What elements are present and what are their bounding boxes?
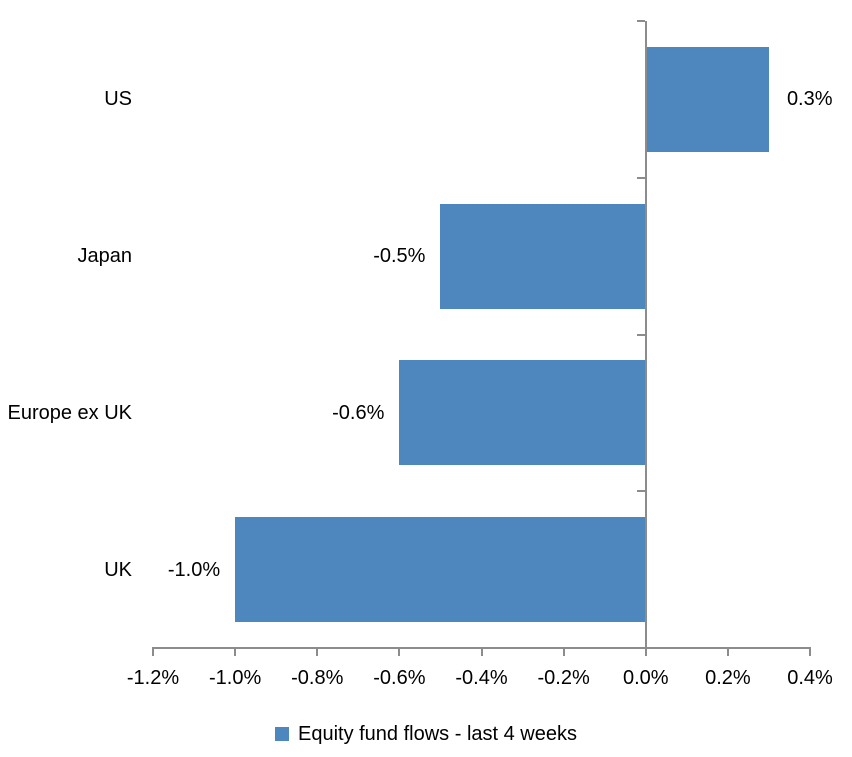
data-label: -0.6% [332,401,385,424]
x-axis-tick-label: -1.0% [209,667,262,689]
y-axis-tick [636,490,645,493]
x-axis-tick-label: -0.8% [291,667,344,689]
x-axis-tick [234,647,237,656]
bar-us [645,46,769,152]
data-label: -0.5% [373,245,426,268]
y-axis-line [644,21,647,656]
legend-series-marker [274,727,289,741]
x-axis-tick-label: 0.4% [787,667,833,689]
x-axis-tick [398,647,401,656]
data-label: 0.3% [786,88,833,111]
bar-uk [235,517,646,623]
legend-series-label: Equity fund flows - last 4 weeks [297,723,577,745]
y-axis-tick [636,176,645,179]
x-axis-tick-label: -0.4% [455,667,508,689]
x-axis-tick [562,647,565,656]
x-axis-tick-label: -1.2% [126,667,180,689]
x-axis-tick [644,647,647,656]
category-label: US [104,88,132,111]
x-axis-tick-label: -0.6% [373,667,426,689]
y-axis-tick [636,333,645,336]
x-axis-tick-label: 0.0% [622,667,669,689]
x-axis-tick [809,647,811,656]
legend: Equity fund flows - last 4 weeks [0,719,852,749]
x-axis-tick [152,647,154,656]
x-axis-tick [316,647,319,656]
x-axis-tick [480,647,483,656]
bar-europe-ex-uk [399,360,646,466]
category-label: Japan [77,245,133,268]
category-label: UK [104,558,132,581]
x-axis-tick-label: 0.2% [705,667,751,689]
x-axis-tick-label: -0.2% [537,667,590,689]
bar-japan [440,203,646,309]
y-axis-tick [636,20,645,22]
category-label: Europe ex UK [7,401,132,424]
x-axis-tick [726,647,729,656]
data-label: -1.0% [167,558,221,581]
